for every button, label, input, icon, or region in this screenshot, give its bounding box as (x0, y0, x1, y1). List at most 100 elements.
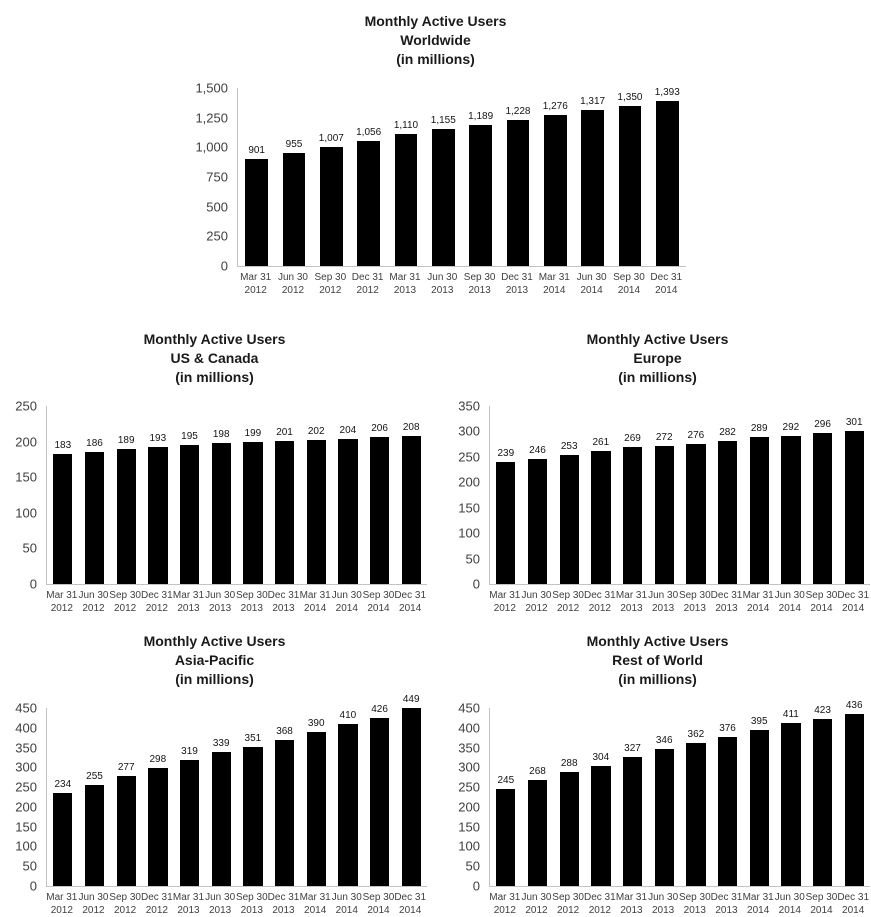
y-axis-tick-label: 400 (458, 720, 480, 736)
x-axis-tick-label: Jun 30 2013 (205, 590, 236, 614)
x-axis-tick-label: Jun 30 2014 (576, 272, 607, 296)
y-axis-tick-label: 250 (206, 228, 228, 244)
bar (506, 120, 530, 266)
bar-value-label: 276 (687, 429, 705, 441)
y-axis-tick-label: 150 (15, 819, 37, 835)
bar-slot: 1,228 (499, 88, 536, 266)
x-axis-tick-label: Mar 31 2013 (615, 590, 648, 614)
bar-value-label: 239 (497, 448, 515, 460)
bar-slot: 253 (553, 406, 585, 584)
y-axis-tick-label: 0 (29, 576, 37, 592)
bar (84, 451, 105, 584)
bar-slot: 410 (332, 708, 364, 886)
x-axis-tick-label: Mar 31 2012 (46, 892, 78, 916)
y-axis-tick-label: 200 (458, 799, 480, 815)
chart-body: 450 400 350 300 250 200 150 100 50 0 245 268 288 304… (445, 700, 870, 917)
x-axis-labels: Mar 31 2012 Jun 30 2012 Sep 30 2012 Dec 31 2012… (237, 271, 685, 297)
y-axis-tick-label: 250 (15, 398, 37, 414)
x-axis-tick-label: Mar 31 2014 (538, 272, 570, 296)
bar-value-label: 327 (624, 742, 641, 754)
y-axis-tick-label: 150 (15, 469, 37, 485)
y-axis-tick-label: 450 (458, 700, 480, 716)
plot-area: 234 255 277 298 319 339 351 368 390 410 426 449 (46, 694, 427, 887)
x-axis-tick-label: Jun 30 2012 (277, 272, 308, 296)
y-axis: 350 300 250 200 150 100 50 0 (445, 399, 489, 592)
x-axis-tick-label: Sep 30 2014 (362, 892, 395, 916)
bar-slot: 362 (680, 708, 712, 886)
bar-slot: 198 (205, 406, 237, 584)
y-axis-tick-label: 50 (22, 858, 37, 874)
y-axis-tick-label: 0 (472, 878, 480, 894)
bar-slot: 208 (395, 406, 427, 584)
y-axis-tick-label: 50 (22, 540, 37, 556)
cell-rest-of-world: Monthly Active Users Rest of World (in m… (435, 632, 870, 917)
y-axis-tick-label: 300 (458, 423, 480, 439)
bar-slot: 423 (807, 704, 839, 886)
bar-value-label: 1,228 (505, 106, 531, 118)
y-axis-tick-label: 0 (472, 576, 480, 592)
y-axis-tick-label: 1,000 (195, 139, 228, 155)
cell-us-canada: Monthly Active Users US & Canada (in mil… (0, 330, 435, 615)
bar-value-label: 201 (276, 426, 293, 438)
bar (148, 446, 168, 584)
bar (338, 723, 358, 886)
y-axis-tick-label: 500 (206, 199, 228, 215)
y-axis-tick-label: 250 (15, 779, 37, 795)
bar-value-label: 277 (117, 762, 135, 774)
bar-slot: 234 (47, 708, 79, 886)
x-axis-tick-label: Jun 30 2014 (774, 590, 805, 614)
bar (282, 152, 306, 266)
x-axis-tick-label: Sep 30 2014 (613, 272, 645, 296)
bar (243, 747, 263, 886)
bar-value-label: 362 (687, 728, 705, 740)
bar (116, 776, 136, 886)
bar-value-label: 1,317 (580, 95, 606, 107)
bar (559, 455, 579, 584)
x-axis-tick-label: Jun 30 2012 (78, 590, 109, 614)
x-axis-tick-label: Jun 30 2013 (205, 892, 236, 916)
bar (53, 793, 73, 886)
chart-rest-of-world: Monthly Active Users Rest of World (in m… (445, 632, 870, 917)
y-axis-tick-label: 100 (458, 838, 480, 854)
bar-slot: 411 (775, 708, 807, 886)
y-axis-tick-label: 300 (15, 759, 37, 775)
bar-slot: 1,110 (387, 88, 424, 266)
bar-value-label: 261 (592, 437, 610, 449)
chart-unit-label: (in millions) (175, 369, 254, 385)
bar-slot: 1,317 (574, 88, 611, 266)
x-axis-tick-label: Jun 30 2012 (521, 590, 552, 614)
y-axis: 450 400 350 300 250 200 150 100 50 0 (2, 701, 46, 894)
y-axis-tick-label: 100 (15, 838, 37, 854)
bar-value-label: 368 (276, 726, 293, 738)
chart-europe: Monthly Active Users Europe (in millions… (445, 330, 870, 615)
x-axis-tick-label: Sep 30 2012 (314, 272, 347, 296)
x-axis-tick-label: Dec 31 2014 (837, 590, 870, 614)
x-axis-tick-label: Dec 31 2012 (140, 590, 173, 614)
bar-value-label: 246 (529, 444, 546, 456)
bar (243, 442, 263, 584)
chart-subtitle: Europe (633, 350, 682, 366)
bar-value-label: 298 (149, 754, 167, 766)
bar (394, 134, 418, 266)
bar (211, 751, 231, 886)
bar (496, 789, 516, 886)
bar-value-label: 955 (285, 138, 303, 150)
bar-slot: 289 (743, 406, 775, 584)
bar-value-label: 234 (54, 779, 72, 791)
bar-slot: 261 (585, 406, 617, 584)
bar (369, 717, 390, 886)
x-axis-tick-label: Jun 30 2012 (521, 892, 552, 916)
x-axis-tick-label: Mar 31 2014 (299, 892, 331, 916)
bar-value-label: 423 (814, 704, 831, 716)
x-axis-tick-label: Sep 30 2014 (362, 590, 395, 614)
y-axis-tick-label: 100 (458, 525, 480, 541)
bar-value-label: 198 (212, 429, 230, 441)
bar-slot: 1,189 (462, 88, 499, 266)
y-axis: 450 400 350 300 250 200 150 100 50 0 (445, 701, 489, 894)
bar-value-label: 204 (339, 424, 357, 436)
bar-slot: 189 (110, 406, 142, 584)
cell-asia-pacific: Monthly Active Users Asia-Pacific (in mi… (0, 632, 435, 917)
chart-unit-label: (in millions) (175, 671, 254, 687)
chart-unit-label: (in millions) (618, 369, 697, 385)
bar-slot: 1,056 (350, 88, 387, 266)
